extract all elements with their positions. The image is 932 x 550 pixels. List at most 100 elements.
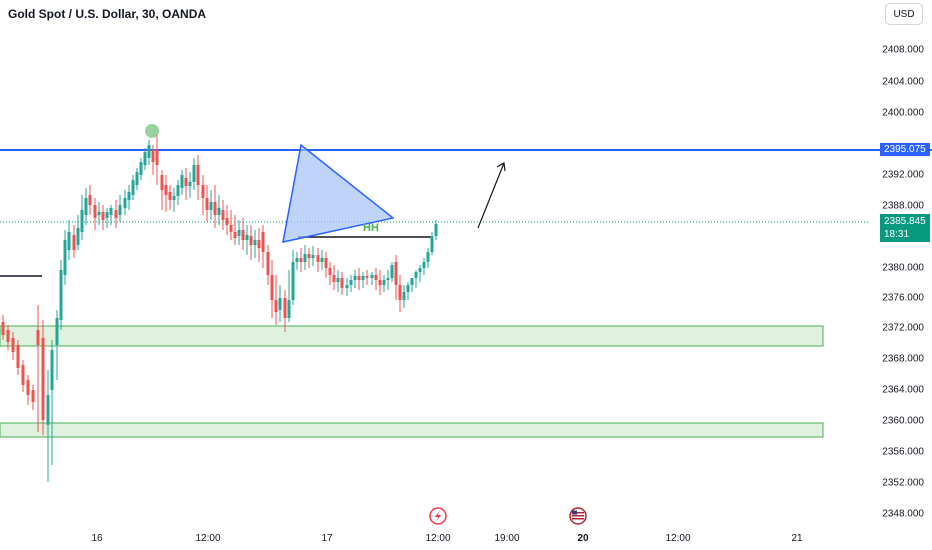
candle-body [55, 318, 59, 345]
candle-body [374, 275, 378, 280]
candle-body [84, 198, 88, 215]
candle-body [151, 150, 155, 162]
candle-body [394, 262, 398, 285]
candle-body [422, 262, 426, 268]
candle-body [390, 265, 394, 278]
candle-body [192, 165, 196, 182]
candle-body [320, 258, 324, 262]
candle-body [303, 254, 307, 262]
candle-body [398, 285, 402, 300]
time-tick: 12:00 [425, 533, 451, 544]
time-tick: 19:00 [494, 533, 520, 544]
candle-body [237, 230, 241, 236]
price-tick: 2380.000 [882, 262, 924, 274]
price-axis[interactable]: 2408.000 2404.000 2400.000 2392.000 2388… [870, 0, 932, 530]
time-tick: 12:00 [665, 533, 691, 544]
candle-body [241, 230, 245, 240]
candle-body [414, 272, 418, 278]
candle-body [16, 345, 20, 368]
candle-body [139, 162, 143, 175]
candle-body [291, 262, 295, 300]
candle-body [205, 198, 209, 210]
projection-arrow[interactable] [477, 162, 506, 229]
triangle-drawing[interactable] [282, 143, 395, 243]
time-axis[interactable]: 16 12:00 17 12:00 19:00 20 12:00 21 [0, 530, 870, 550]
demand-zone-lower[interactable] [0, 422, 824, 438]
candle-body [88, 195, 92, 205]
candle-body [135, 172, 139, 185]
candle-body [270, 275, 274, 300]
currency-button[interactable]: USD [885, 3, 923, 25]
price-tick: 2376.000 [882, 292, 924, 304]
candle-body [201, 185, 205, 198]
candle-body [361, 276, 365, 280]
candle-body [59, 270, 63, 320]
hh-label: HH [363, 222, 379, 234]
candle-body [21, 365, 25, 385]
candle-body [410, 278, 414, 285]
candle-body [316, 255, 320, 262]
candle-body [131, 180, 135, 195]
price-tick: 2356.000 [882, 446, 924, 458]
candlesticks [1, 135, 438, 482]
candle-body [1, 322, 5, 335]
candle-body [434, 224, 438, 236]
candle-body [229, 225, 233, 232]
us-flag-event-icon[interactable] [569, 507, 587, 525]
candle-body [176, 185, 180, 196]
candle-body [299, 258, 303, 262]
demand-zone-upper[interactable] [0, 325, 824, 347]
candle-body [46, 395, 50, 425]
candle-body [257, 240, 261, 248]
candle-body [184, 178, 188, 186]
candle-body [274, 300, 278, 312]
candle-body [118, 205, 122, 215]
candle-body [311, 255, 315, 258]
price-tick: 2388.000 [882, 200, 924, 212]
candle-body [402, 292, 406, 300]
candle-body [168, 192, 172, 200]
candle-body [164, 185, 168, 195]
time-tick: 12:00 [195, 533, 221, 544]
candle-body [382, 280, 386, 285]
candle-body [249, 236, 253, 245]
candle-body [127, 192, 131, 200]
candle-body [155, 150, 159, 165]
high-marker [145, 124, 159, 138]
candle-body [357, 276, 361, 280]
candle-body [172, 196, 176, 200]
price-tick: 2392.000 [882, 169, 924, 181]
candle-body [418, 268, 422, 272]
candle-body [63, 240, 67, 275]
price-tick: 2360.000 [882, 415, 924, 427]
candle-body [180, 175, 184, 188]
hline-price-label: 2395.075 [880, 143, 930, 156]
candle-body [209, 202, 213, 210]
candle-body [221, 210, 225, 220]
candle-body [105, 212, 109, 218]
candle-body [370, 275, 374, 278]
candle-body [324, 258, 328, 268]
price-tick: 2364.000 [882, 384, 924, 396]
candle-body [147, 145, 151, 158]
last-price-badge: 2385.845 18:31 [880, 214, 930, 242]
candle-body [261, 232, 265, 252]
candle-body [245, 235, 249, 240]
candle-body [386, 278, 390, 280]
price-tick: 2372.000 [882, 322, 924, 334]
candle-body [278, 298, 282, 310]
time-tick: 20 [577, 533, 589, 544]
candle-body [253, 240, 257, 245]
candle-body [295, 258, 299, 262]
candle-body [72, 235, 76, 250]
candle-body [143, 152, 147, 165]
candle-body [80, 210, 84, 232]
candle-body [160, 175, 164, 190]
price-tick: 2368.000 [882, 353, 924, 365]
candle-body [233, 232, 237, 238]
candle-body [26, 380, 30, 395]
time-tick: 21 [791, 533, 803, 544]
candle-body [93, 205, 97, 218]
lightning-event-icon[interactable] [429, 507, 447, 525]
